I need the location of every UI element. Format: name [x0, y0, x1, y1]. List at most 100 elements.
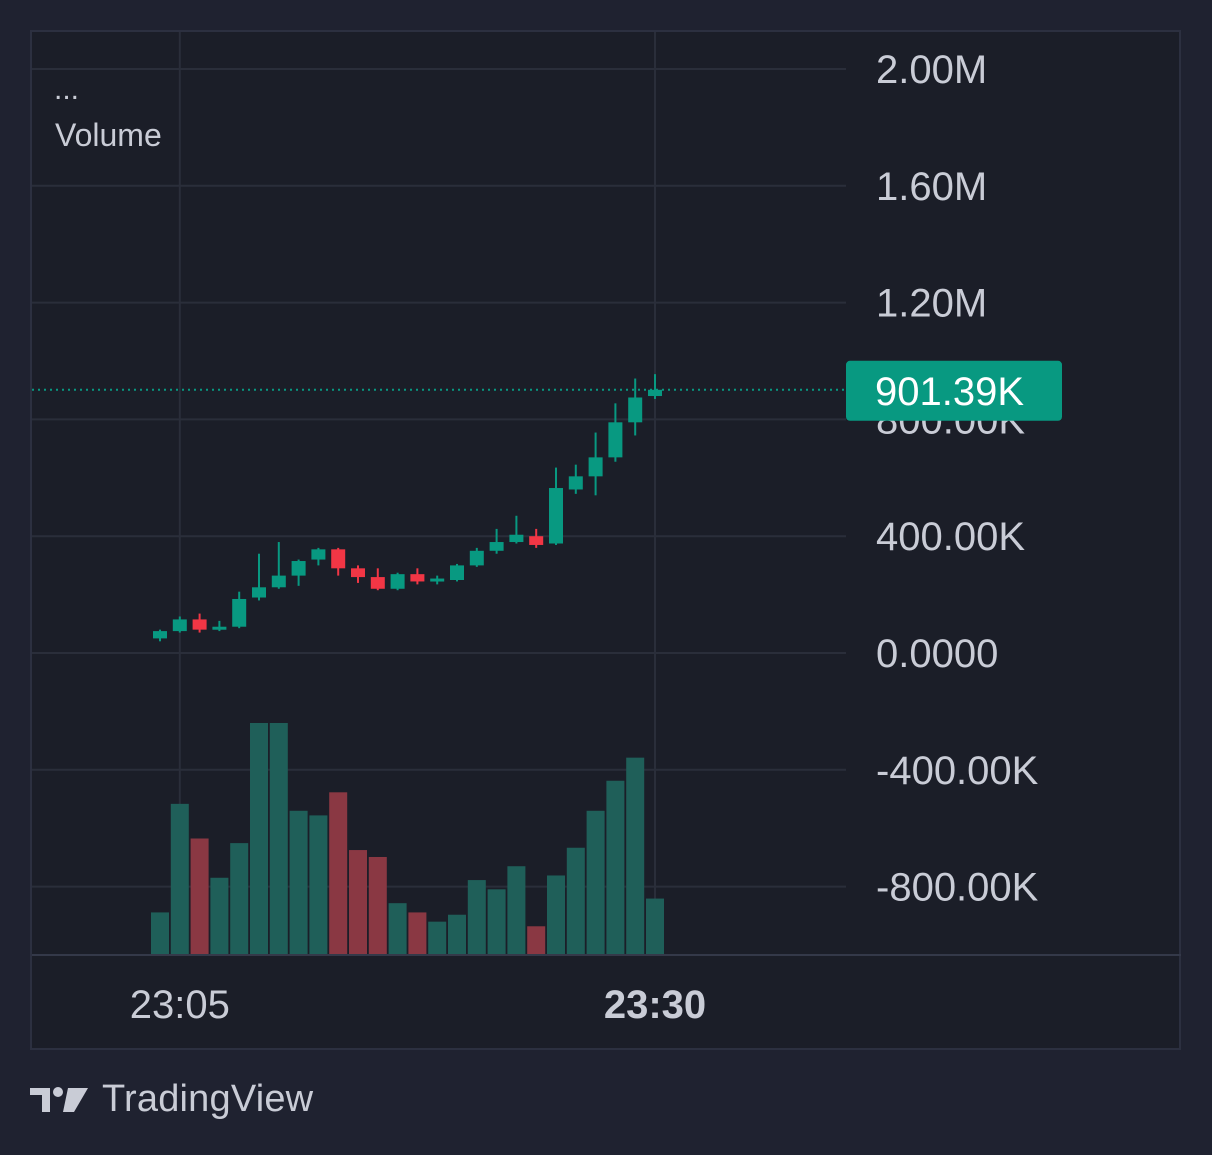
volume-bar	[428, 921, 447, 954]
y-tick-label: -400.00K	[876, 749, 1039, 793]
candle-body	[212, 626, 227, 630]
volume-bar	[467, 880, 486, 954]
y-tick-label: 0.0000	[876, 632, 998, 676]
candle-body	[549, 488, 563, 544]
candle-body	[529, 536, 544, 545]
candle	[232, 591, 247, 629]
grid-lines	[32, 32, 1181, 956]
candle-body	[568, 476, 583, 490]
x-tick-label: 23:30	[604, 983, 706, 1027]
candle	[489, 528, 504, 554]
candle-body	[370, 577, 385, 589]
candle	[291, 559, 306, 586]
candle-body	[351, 568, 365, 578]
candle	[370, 568, 385, 591]
candle	[410, 568, 425, 585]
candle-body	[390, 574, 405, 589]
candle	[450, 563, 464, 582]
volume-bar	[547, 875, 565, 954]
y-tick-label: 1.60M	[876, 165, 987, 209]
last-price-label-bg	[846, 360, 1062, 421]
volume-bar	[250, 723, 268, 954]
volume-bar	[507, 866, 526, 954]
candle-body	[430, 578, 445, 582]
tradingview-brand-text: TradingView	[102, 1078, 314, 1120]
y-tick-label: 400.00K	[876, 515, 1025, 559]
candle	[212, 620, 227, 632]
x-axis-labels: 23:05 23:30	[130, 983, 706, 1027]
candle	[469, 547, 484, 567]
candle	[351, 565, 365, 583]
tradingview-logo-icon	[30, 1086, 88, 1112]
volume-bar	[289, 810, 308, 954]
volume-bar	[210, 877, 229, 954]
candle-body	[331, 549, 346, 569]
candle-body	[628, 397, 643, 423]
candle-body	[450, 565, 464, 580]
volume-bar	[606, 780, 625, 954]
volume-bar	[408, 912, 427, 954]
y-tick-label: 2.00M	[876, 48, 987, 92]
y-tick-label: 1.20M	[876, 282, 987, 326]
last-price-label-text: 901.39K	[875, 370, 1024, 414]
volume-bar	[269, 723, 288, 954]
legend-volume-label[interactable]: Volume	[55, 117, 162, 153]
volume-bar	[487, 889, 506, 954]
candle	[331, 547, 346, 576]
volume-bar	[329, 792, 348, 954]
candle	[509, 515, 524, 544]
volume-bars	[151, 723, 664, 954]
candle	[153, 629, 167, 642]
candle-body	[232, 598, 247, 627]
candle	[549, 467, 563, 545]
candle-body	[410, 574, 425, 582]
volume-bar	[349, 850, 367, 954]
volume-bar	[448, 914, 466, 954]
legend-more-button[interactable]: ...	[54, 73, 79, 106]
candle-body	[153, 631, 167, 639]
volume-bar	[170, 803, 189, 954]
candle	[192, 613, 207, 633]
candle-body	[608, 422, 623, 458]
volume-bar	[230, 843, 249, 954]
candle-body	[192, 619, 207, 630]
candle	[252, 553, 266, 601]
volume-bar	[626, 757, 645, 954]
candle	[430, 575, 445, 585]
last-price-label: 901.39K	[846, 360, 1062, 421]
candle-body	[489, 542, 504, 551]
tradingview-footer[interactable]: TradingView	[30, 1078, 313, 1121]
candle	[271, 542, 286, 589]
candle	[390, 572, 405, 591]
volume-bar	[646, 898, 664, 954]
candle	[311, 547, 326, 566]
candle-body	[271, 575, 286, 588]
candle-body	[588, 457, 603, 477]
candle-body	[291, 561, 306, 576]
candlesticks	[153, 374, 662, 642]
volume-bar	[527, 926, 546, 954]
candle-body	[311, 549, 326, 560]
volume-bar	[368, 856, 387, 954]
candle	[529, 528, 544, 548]
candle-body	[172, 619, 187, 632]
volume-bar	[586, 810, 605, 954]
volume-bar	[190, 838, 209, 954]
candle-body	[648, 389, 662, 397]
candle	[588, 432, 603, 496]
candle	[172, 616, 187, 633]
y-axis-labels: 2.00M1.60M1.20M800.00K400.00K0.0000-400.…	[876, 48, 1039, 910]
candle	[648, 374, 662, 399]
volume-bar	[566, 847, 585, 954]
candle-body	[469, 550, 484, 566]
candle	[628, 378, 643, 436]
x-tick-label: 23:05	[130, 983, 230, 1027]
candle	[568, 464, 583, 494]
volume-bar	[388, 903, 407, 954]
volume-bar	[151, 912, 169, 954]
y-tick-label: -800.00K	[876, 866, 1039, 910]
candle-body	[252, 587, 266, 598]
candle-body	[509, 534, 524, 543]
volume-bar	[309, 815, 328, 954]
